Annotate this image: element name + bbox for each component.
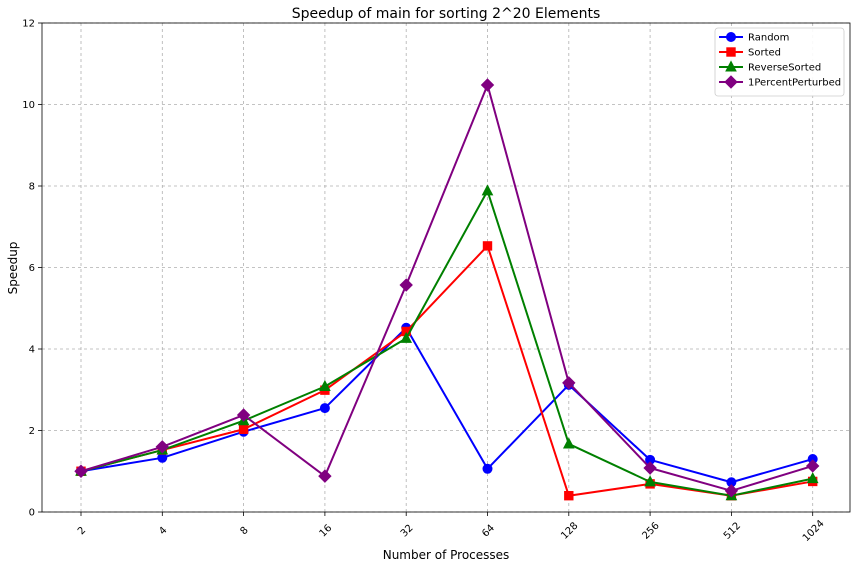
legend-marker [725,60,737,72]
legend-item: Random [719,32,789,44]
series-1percentperturbed [74,78,820,498]
y-axis-label: Speedup [6,242,20,295]
series-line [80,83,813,492]
data-point [318,469,332,483]
data-point [319,379,331,391]
chart-title: Speedup of main for sorting 2^20 Element… [292,6,601,22]
data-point [399,278,413,292]
legend-item: 1PercentPerturbed [719,75,841,89]
legend-label: ReverseSorted [748,63,821,74]
data-point [481,184,494,196]
legend: Random Sorted ReverseSorted 1PercentPerturb… [714,27,845,97]
data-point [805,459,820,473]
series-group [74,78,820,501]
y-tick-label: 10 [22,100,35,111]
data-point [564,491,574,501]
y-tick-label: 12 [22,19,35,30]
data-point [74,464,88,478]
data-point [643,461,657,475]
legend-label: 1PercentPerturbed [748,78,841,89]
series-line [80,326,813,484]
data-point [562,376,576,390]
y-tick-label: 4 [29,345,35,356]
data-point [400,331,413,343]
data-point [319,403,330,414]
series-line [80,244,813,497]
legend-box [714,27,845,97]
legend-item: Sorted [719,47,781,59]
data-point [238,424,249,434]
y-tick-label: 0 [29,508,35,519]
data-point [724,484,739,498]
y-tick-label: 6 [29,263,35,274]
data-point [644,475,656,487]
data-point [806,472,819,484]
data-point [155,440,170,454]
y-axis-ticks: 0 2 4 6 8 10 12 [22,19,42,519]
data-point [482,463,493,474]
legend-marker [724,75,738,89]
legend-marker [726,32,736,42]
legend-label: Random [748,33,789,44]
x-axis-label: Number of Processes [383,548,510,562]
legend-item: ReverseSorted [719,60,821,74]
legend-label: Sorted [748,48,781,59]
data-point [480,78,495,92]
series-line [80,189,813,497]
legend-marker [726,47,736,57]
data-point [562,437,575,449]
data-point [236,408,251,422]
data-point [482,241,493,251]
y-tick-label: 2 [29,426,35,437]
y-tick-label: 8 [29,182,35,193]
